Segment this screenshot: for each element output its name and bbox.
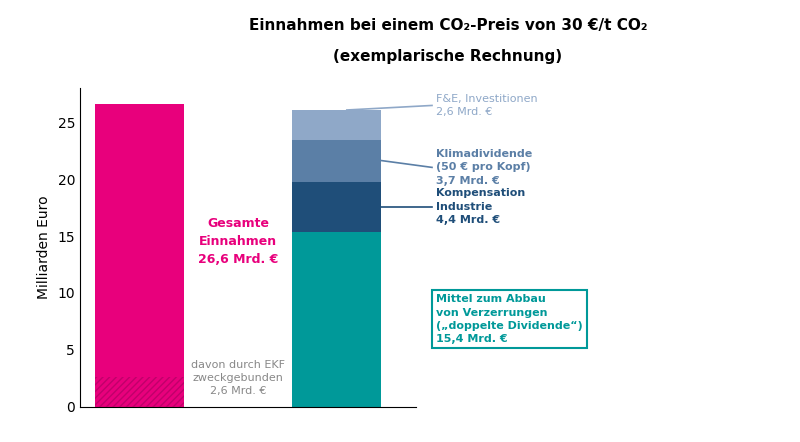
Bar [95, 104, 184, 407]
Text: davon durch EKF
zweckgebunden
2,6 Mrd. €: davon durch EKF zweckgebunden 2,6 Mrd. € [191, 360, 285, 396]
Y-axis label: Milliarden Euro: Milliarden Euro [37, 196, 50, 299]
Bar [95, 377, 184, 407]
Bar [293, 182, 382, 232]
Text: Gesamte
Einnahmen
26,6 Mrd. €: Gesamte Einnahmen 26,6 Mrd. € [198, 217, 278, 267]
Bar [293, 232, 382, 407]
Text: Klimadividende
(50 € pro Kopf)
3,7 Mrd. €: Klimadividende (50 € pro Kopf) 3,7 Mrd. … [436, 149, 532, 186]
Text: Einnahmen bei einem CO₂-Preis von 30 €/t CO₂: Einnahmen bei einem CO₂-Preis von 30 €/t… [249, 18, 647, 33]
Text: (exemplarische Rechnung): (exemplarische Rechnung) [334, 49, 562, 64]
Bar [293, 140, 382, 182]
Text: F&E, Investitionen
2,6 Mrd. €: F&E, Investitionen 2,6 Mrd. € [436, 94, 538, 117]
Text: Mittel zum Abbau
von Verzerrungen
(„doppelte Dividende“)
15,4 Mrd. €: Mittel zum Abbau von Verzerrungen („dopp… [436, 294, 582, 344]
Text: Kompensation
Industrie
4,4 Mrd. €: Kompensation Industrie 4,4 Mrd. € [436, 188, 526, 225]
Bar [293, 110, 382, 140]
